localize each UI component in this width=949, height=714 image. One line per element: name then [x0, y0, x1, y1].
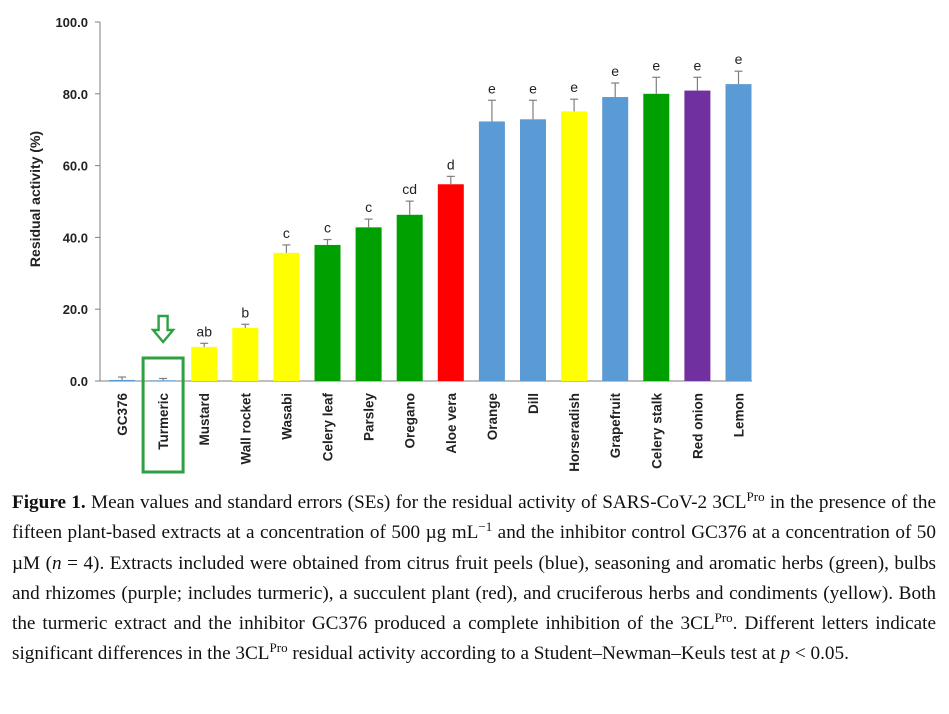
significance-letter: e	[529, 80, 537, 96]
caption-text-3: and the inhibitor control GC376 at a con…	[12, 522, 936, 574]
x-tick-label: Red onion	[690, 393, 705, 459]
x-tick-label: Parsley	[362, 393, 377, 442]
bar-parsley	[355, 227, 382, 381]
bar-orange	[478, 121, 505, 382]
caption-text-1: Mean values and standard errors (SEs) fo…	[85, 492, 747, 513]
y-tick-label: 100.0	[55, 15, 88, 30]
significance-letter: c	[283, 225, 290, 241]
highlight-overlay	[141, 314, 185, 474]
caption-sup-2: −1	[478, 519, 493, 535]
x-tick-label: GC376	[115, 393, 130, 436]
caption-text-6: residual activity according to a Student…	[287, 643, 781, 665]
y-tick-label: 20.0	[63, 302, 88, 317]
x-tick-label: Celery leaf	[321, 393, 336, 462]
chart-bars: ab b c c c cd d e e e e e e e	[109, 51, 752, 382]
x-tick-label: Wasabi	[279, 393, 294, 440]
arrow-down-icon	[150, 314, 176, 344]
x-tick-label: Mustard	[197, 393, 212, 446]
x-tick-label: Grapefruit	[608, 393, 623, 459]
significance-letter: e	[611, 63, 619, 79]
y-tick-label: 60.0	[63, 159, 88, 174]
caption-p-variable: p	[780, 643, 791, 665]
caption-text-5: . Different letters indicate significant…	[12, 613, 937, 665]
significance-letter: e	[735, 51, 743, 67]
caption-sup-1: Pro	[746, 488, 765, 504]
significance-letter: c	[365, 199, 372, 215]
figure-label: Figure 1.	[12, 492, 86, 513]
caption-text-7: < 0.05.	[790, 643, 849, 665]
bar-gc376	[109, 379, 135, 381]
highlight-box	[141, 356, 185, 474]
y-tick-label: 0.0	[70, 374, 88, 389]
significance-letter: e	[694, 57, 702, 73]
x-tick-label: Oregano	[403, 393, 418, 449]
y-axis-label: Residual activity (%)	[27, 131, 43, 267]
bar-chart: 0.0 20.0 40.0 60.0 80.0 100.0 ab b c c c cd d e e e e e e…	[27, 15, 752, 474]
caption-text-2: in the presence of the fifteen plant-bas…	[12, 492, 936, 544]
bar-horseradish	[561, 111, 588, 382]
bar-wasabi	[273, 252, 300, 381]
significance-letter: c	[324, 220, 331, 236]
bar-grapefruit	[602, 97, 629, 381]
x-tick-label: Dill	[526, 393, 541, 414]
bar-mustard	[191, 346, 218, 381]
bar-wall-rocket	[232, 327, 259, 381]
significance-letter: d	[447, 156, 455, 172]
significance-letter: e	[570, 79, 578, 95]
bar-dill	[520, 119, 546, 381]
caption-sup-4: Pro	[269, 640, 288, 656]
y-tick-label: 80.0	[63, 87, 88, 102]
bar-red-onion	[684, 90, 711, 381]
x-tick-labels: GC376 Turmeric Mustard Wall rocket Wasabi Cel…	[115, 393, 747, 472]
caption-text-4: = 4). Extracts included were obtained fr…	[12, 552, 937, 635]
y-tick-label: 40.0	[63, 230, 88, 245]
x-tick-label: Aloe vera	[444, 393, 459, 454]
significance-letter: ab	[196, 323, 212, 339]
bar-lemon	[725, 84, 752, 382]
caption-sup-3: Pro	[714, 610, 733, 626]
x-tick-label: Horseradish	[567, 393, 582, 472]
x-tick-label: Lemon	[732, 393, 747, 437]
significance-letter: cd	[402, 181, 417, 197]
bar-oregano	[396, 214, 423, 381]
bar-celery-stalk	[643, 93, 670, 382]
x-tick-label: Celery stalk	[649, 393, 664, 469]
bar-celery-leaf	[314, 244, 341, 381]
x-tick-label: Orange	[485, 393, 500, 441]
figure-caption: Figure 1. Mean values and standard error…	[12, 488, 936, 670]
significance-letter: e	[488, 80, 496, 96]
bar-aloe-vera	[437, 184, 464, 381]
bar-turmeric	[150, 380, 177, 382]
x-tick-label: Wall rocket	[238, 393, 253, 465]
significance-letter: e	[652, 57, 660, 73]
significance-letter: b	[241, 304, 249, 320]
x-tick-label: Turmeric	[156, 393, 171, 450]
caption-n-variable: n	[52, 552, 62, 574]
